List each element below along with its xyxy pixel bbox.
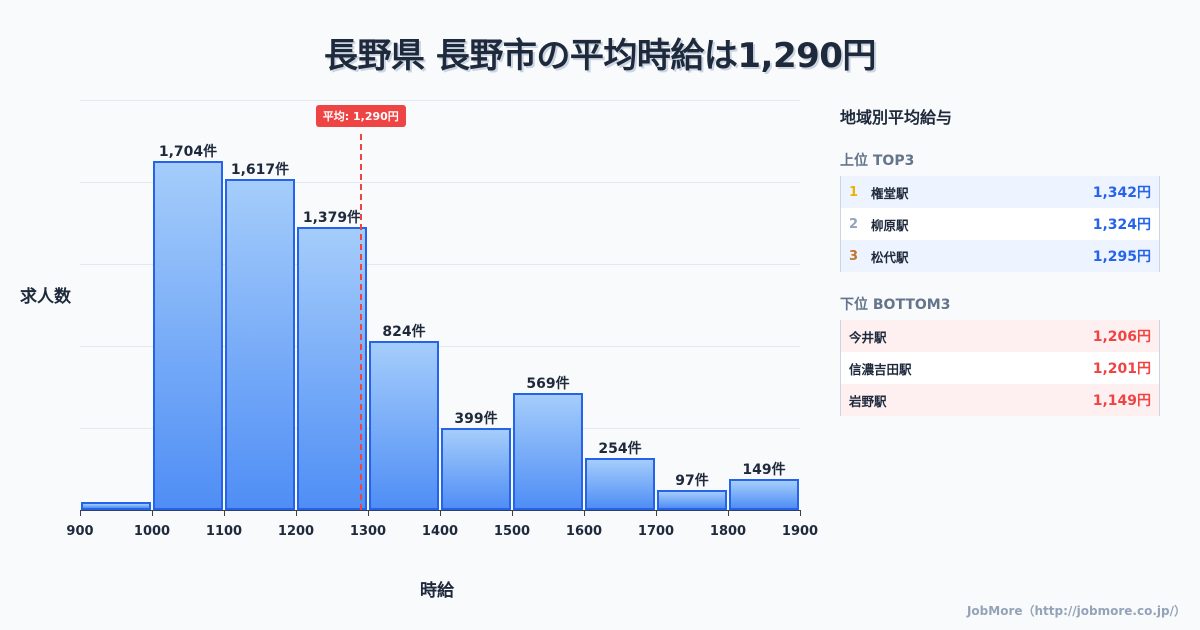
- station-name: 今井駅: [849, 329, 887, 345]
- histogram-bar: [225, 178, 295, 510]
- average-line: [359, 134, 362, 510]
- gridline: [80, 428, 800, 429]
- x-axis-label: 時給: [420, 581, 454, 601]
- bar-value-label: 1,704件: [158, 143, 218, 160]
- panel-title: 地域別平均給与: [840, 108, 953, 127]
- station-name: 柳原駅: [871, 217, 909, 233]
- histogram-bar: [297, 227, 367, 510]
- gridline: [80, 182, 800, 183]
- x-tick-label: 1900: [781, 524, 819, 539]
- gridline: [80, 346, 800, 347]
- x-tick: [728, 510, 729, 516]
- top3-row: 2 柳原駅 1,324円: [841, 208, 1159, 240]
- x-tick-label: 900: [66, 524, 94, 539]
- x-tick-label: 1500: [493, 524, 531, 539]
- bar-value-label: 569件: [526, 376, 570, 393]
- histogram-bar: [369, 341, 439, 510]
- y-axis-label: 求人数: [20, 287, 71, 307]
- bottom3-row: 岩野駅 1,149円: [841, 384, 1159, 416]
- histogram-bar: [657, 490, 727, 510]
- x-tick-label: 1400: [421, 524, 459, 539]
- bar-value-label: 254件: [598, 440, 642, 457]
- regional-salary-panel: 地域別平均給与 上位 TOP3 1 権堂駅 1,342円 2 柳原駅 1,324…: [840, 104, 1160, 416]
- x-tick-label: 1800: [709, 524, 747, 539]
- histogram-bar: [81, 501, 151, 510]
- bar-value-label: 1,379件: [302, 210, 362, 227]
- bar-value-label: 97件: [675, 473, 709, 490]
- x-tick: [656, 510, 657, 516]
- x-tick: [368, 510, 369, 516]
- x-tick-label: 1000: [133, 524, 171, 539]
- rank-number: 1: [849, 184, 859, 200]
- station-name: 権堂駅: [871, 185, 909, 201]
- station-wage: 1,342円: [1092, 185, 1151, 201]
- x-tick: [800, 510, 801, 516]
- page-title: 長野県 長野市の平均時給は1,290円: [324, 36, 876, 76]
- histogram-bar: [729, 479, 799, 510]
- x-tick: [80, 510, 81, 516]
- x-tick: [584, 510, 585, 516]
- bottom3-table: 今井駅 1,206円 信濃吉田駅 1,201円 岩野駅 1,149円: [840, 320, 1160, 416]
- histogram-chart: 1,704件 1,617件 1,379件 824件 399件 569件 254件 97件 149…: [66, 100, 818, 539]
- x-tick: [512, 510, 513, 516]
- histogram-bar: [513, 393, 583, 510]
- histogram-bar: [585, 457, 655, 510]
- rank-number: 3: [849, 248, 859, 264]
- bottom3-row: 今井駅 1,206円: [841, 320, 1159, 352]
- x-tick-label: 1200: [277, 524, 315, 539]
- station-wage: 1,324円: [1092, 217, 1151, 233]
- rank-number: 2: [849, 216, 859, 232]
- gridline: [80, 264, 800, 265]
- footer-credit: JobMore（http://jobmore.co.jp/）: [966, 604, 1186, 618]
- station-wage: 1,149円: [1092, 393, 1151, 409]
- top3-row: 1 権堂駅 1,342円: [841, 176, 1159, 208]
- top3-row: 3 松代駅 1,295円: [841, 240, 1159, 272]
- histogram-bar: [441, 428, 511, 510]
- top3-heading: 上位 TOP3: [840, 153, 915, 169]
- histogram-bar: [153, 160, 223, 510]
- x-tick: [440, 510, 441, 516]
- station-wage: 1,201円: [1092, 361, 1151, 377]
- bar-value-label: 149件: [742, 462, 786, 479]
- average-badge: 平均: 1,290円: [315, 105, 406, 127]
- station-name: 岩野駅: [849, 393, 887, 409]
- bar-value-label: 399件: [454, 411, 498, 428]
- station-name: 信濃吉田駅: [849, 361, 912, 377]
- x-tick-label: 1700: [637, 524, 675, 539]
- x-tick: [152, 510, 153, 516]
- station-wage: 1,206円: [1092, 329, 1151, 345]
- x-tick: [224, 510, 225, 516]
- bar-value-label: 824件: [382, 324, 426, 341]
- station-wage: 1,295円: [1092, 249, 1151, 265]
- bar-value-label: 1,617件: [230, 161, 290, 178]
- x-tick-label: 1300: [349, 524, 387, 539]
- x-tick: [296, 510, 297, 516]
- top3-table: 1 権堂駅 1,342円 2 柳原駅 1,324円 3 松代駅 1,295円: [840, 176, 1160, 272]
- bottom3-row: 信濃吉田駅 1,201円: [841, 352, 1159, 384]
- gridline: [80, 100, 800, 101]
- x-tick-label: 1600: [565, 524, 603, 539]
- station-name: 松代駅: [871, 249, 909, 265]
- x-tick-label: 1100: [205, 524, 243, 539]
- bottom3-heading: 下位 BOTTOM3: [840, 297, 951, 313]
